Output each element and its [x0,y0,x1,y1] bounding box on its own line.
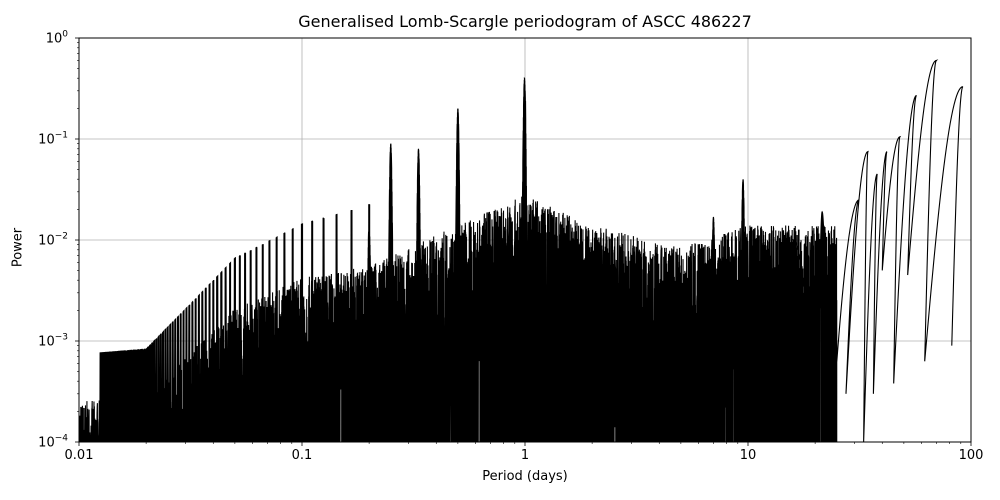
x-tick-label: 1 [520,448,530,463]
chart-title: Generalised Lomb-Scargle periodogram of … [298,12,752,31]
x-tick-label: 10 [739,448,757,463]
y-tick-label: 10−3 [38,332,68,350]
y-tick-label: 100 [45,29,68,47]
y-tick-label: 10−1 [38,130,68,148]
y-tick-label: 10−4 [38,433,68,451]
y-tick-label: 10−2 [38,231,68,249]
x-tick-label: 0.01 [64,448,94,463]
x-tick-label: 100 [958,448,984,463]
x-axis-label: Period (days) [482,469,568,484]
x-tick-label: 0.1 [291,448,313,463]
plot-frame [78,37,972,443]
periodogram-line [79,59,964,442]
